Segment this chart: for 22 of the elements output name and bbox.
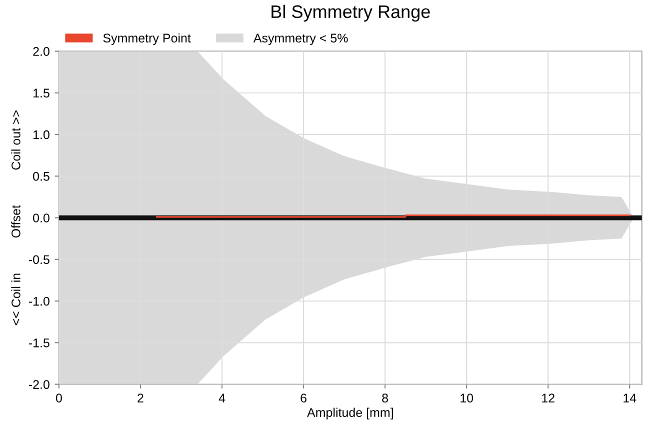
y-tick-label: 0.0 bbox=[33, 214, 50, 222]
x-tick-label: 12 bbox=[542, 394, 554, 402]
y-tick-label: 1.0 bbox=[34, 130, 50, 140]
x-tick-label: 4 bbox=[218, 394, 226, 402]
y-axis-title: << Coil in Offset Coil out >> bbox=[11, 110, 20, 326]
legend-label: Symmetry Point bbox=[103, 33, 191, 45]
y-tick-label: -0.5 bbox=[28, 255, 50, 264]
x-tick-label: 8 bbox=[382, 394, 388, 403]
y-tick-label: 2.0 bbox=[33, 47, 50, 56]
y-tick-label: -1.0 bbox=[28, 296, 50, 306]
x-axis-title: Amplitude [mm] bbox=[307, 408, 393, 420]
x-tick-label: 6 bbox=[300, 394, 306, 403]
legend-label: Asymmetry < 5% bbox=[253, 34, 348, 45]
x-tick-label: 0 bbox=[56, 394, 62, 403]
x-tick-label: 2 bbox=[138, 394, 144, 402]
y-tick-label: -2.0 bbox=[28, 380, 50, 389]
y-tick-label: -1.5 bbox=[28, 338, 50, 348]
x-tick-label: 10 bbox=[460, 394, 474, 403]
chart-title: Bl Symmetry Range bbox=[272, 4, 430, 22]
y-tick-label: 0.5 bbox=[33, 172, 50, 181]
y-tick-label: 1.5 bbox=[34, 88, 50, 98]
x-tick-label: 14 bbox=[624, 394, 636, 402]
